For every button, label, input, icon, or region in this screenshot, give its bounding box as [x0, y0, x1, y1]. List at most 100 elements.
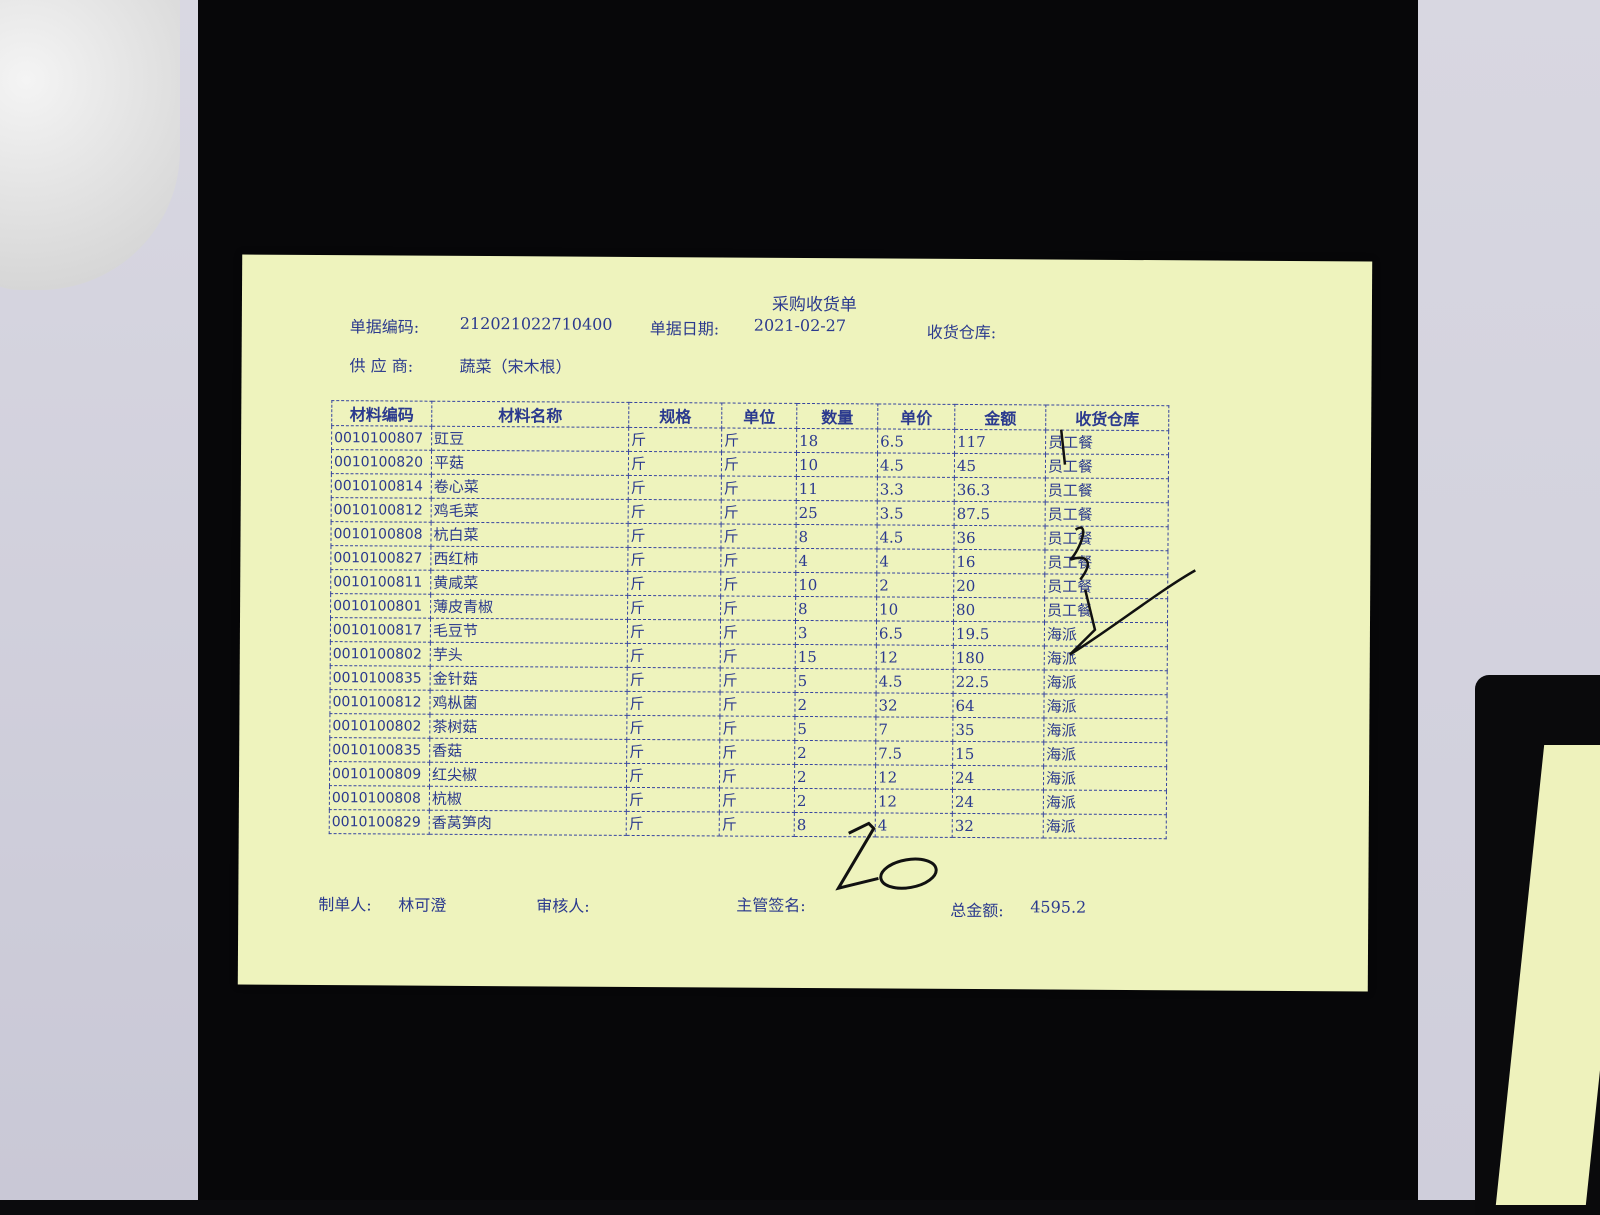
table-cell: 海派 — [1043, 693, 1168, 719]
maker: 林可澄 — [398, 895, 447, 915]
table-cell: 薄皮青椒 — [430, 594, 628, 620]
table-cell: 0010100817 — [330, 617, 431, 643]
table-cell: 海派 — [1043, 717, 1167, 743]
table-cell: 员工餐 — [1044, 597, 1168, 623]
table-cell: 4 — [875, 812, 953, 838]
table-cell: 8 — [795, 596, 877, 621]
table-cell: 35 — [952, 717, 1044, 742]
table-cell: 员工餐 — [1044, 573, 1168, 599]
table-cell: 海派 — [1044, 621, 1168, 647]
table-cell: 斤 — [720, 643, 796, 669]
warehouse-label: 收货仓库: — [926, 322, 997, 343]
table-cell: 豇豆 — [431, 426, 629, 452]
table-cell: 0010100820 — [331, 449, 432, 475]
table-cell: 64 — [952, 693, 1045, 718]
supplier: 蔬菜（宋木根） — [459, 356, 572, 377]
table-cell: 0010100812 — [331, 497, 432, 523]
items-table: 材料编码 材料名称 规格 单位 数量 单价 金额 收货仓库 0010100807 豇豆斤斤 18 6… — [329, 400, 1170, 839]
table-cell: 斤 — [720, 571, 796, 597]
table-cell: 3.5 — [877, 500, 955, 526]
table-cell: 4 — [876, 548, 954, 574]
table-cell: 斤 — [628, 499, 722, 524]
column-header: 单位 — [721, 402, 797, 429]
table-cell: 0010100808 — [329, 785, 430, 811]
table-cell: 180 — [953, 645, 1045, 670]
table-cell: 8 — [795, 524, 878, 549]
table-cell: 茶树菇 — [429, 714, 627, 740]
table-cell: 32 — [952, 813, 1044, 838]
table-cell: 员工餐 — [1045, 477, 1169, 503]
column-header: 材料名称 — [431, 401, 629, 428]
table-cell: 香菇 — [429, 738, 627, 764]
table-cell: 斤 — [628, 427, 722, 452]
table-cell: 香莴笋肉 — [429, 810, 627, 836]
table-cell: 杭椒 — [429, 786, 627, 812]
table-cell: 毛豆节 — [430, 618, 628, 644]
table-cell: 斤 — [627, 571, 721, 596]
table-cell: 员工餐 — [1044, 549, 1168, 575]
table-cell: 7.5 — [875, 740, 953, 766]
table-cell: 斤 — [721, 499, 797, 525]
table-cell: 117 — [954, 429, 1046, 454]
table-cell: 8 — [794, 812, 876, 837]
table-cell: 0010100809 — [329, 761, 430, 787]
table-cell: 斤 — [720, 547, 796, 573]
document-title: 采购收货单 — [771, 294, 858, 316]
table-cell: 斤 — [720, 667, 796, 693]
table-cell: 员工餐 — [1045, 453, 1169, 479]
table-cell: 19.5 — [953, 621, 1045, 646]
table-cell: 斤 — [719, 691, 796, 717]
doc-date-label: 单据日期: — [649, 319, 720, 339]
table-cell: 红尖椒 — [429, 762, 627, 788]
table-cell: 4.5 — [876, 668, 954, 694]
table-cell: 卷心菜 — [431, 474, 629, 500]
table-cell: 0010100807 — [331, 425, 432, 451]
table-cell: 12 — [875, 788, 953, 814]
table-cell: 斤 — [626, 739, 720, 764]
table-cell: 斤 — [719, 715, 795, 741]
table-cell: 斤 — [719, 811, 795, 837]
table-cell: 斤 — [626, 715, 720, 740]
table-cell: 员工餐 — [1045, 429, 1169, 455]
supervisor-label: 主管签名: — [736, 895, 806, 916]
table-cell: 5 — [794, 716, 876, 741]
table-cell: 11 — [796, 476, 878, 501]
table-cell: 15 — [952, 741, 1044, 766]
column-header: 规格 — [628, 402, 722, 428]
table-cell: 2 — [794, 692, 877, 717]
total-amount: 4595.2 — [1030, 897, 1087, 917]
table-cell: 22.5 — [953, 669, 1045, 694]
table-cell: 6.5 — [877, 428, 955, 454]
table-cell: 斤 — [719, 739, 795, 765]
table-cell: 西红柿 — [430, 546, 628, 572]
table-cell: 斤 — [628, 451, 722, 476]
table-cell: 芋头 — [430, 642, 628, 668]
table-cell: 10 — [876, 596, 954, 622]
table-cell: 80 — [953, 597, 1045, 622]
table-cell: 斤 — [720, 523, 797, 549]
table-cell: 斤 — [721, 475, 797, 501]
table-cell: 10 — [795, 572, 877, 597]
table-cell: 16 — [953, 549, 1045, 574]
table-cell: 员工餐 — [1044, 525, 1169, 551]
table-cell: 斤 — [627, 595, 721, 620]
table-cell: 斤 — [626, 691, 721, 716]
reviewer-label: 审核人: — [536, 896, 590, 916]
column-header: 金额 — [954, 404, 1046, 430]
table-cell: 2 — [794, 788, 876, 813]
table-cell: 24 — [952, 765, 1044, 790]
table-cell: 32 — [875, 692, 954, 718]
table-cell: 斤 — [626, 811, 720, 836]
table-cell: 45 — [954, 453, 1046, 478]
table-cell: 金针菇 — [430, 666, 628, 692]
table-cell: 87.5 — [954, 501, 1046, 526]
table-cell: 3.3 — [877, 476, 955, 502]
table-cell: 斤 — [719, 787, 795, 813]
table-cell: 0010100801 — [330, 593, 431, 619]
table-cell: 海派 — [1043, 741, 1167, 767]
table-cell: 0010100802 — [330, 641, 431, 667]
table-cell: 海派 — [1043, 813, 1167, 839]
table-cell: 员工餐 — [1045, 501, 1169, 527]
column-header: 单价 — [877, 403, 955, 430]
supplier-label: 供 应 商: — [349, 356, 414, 376]
